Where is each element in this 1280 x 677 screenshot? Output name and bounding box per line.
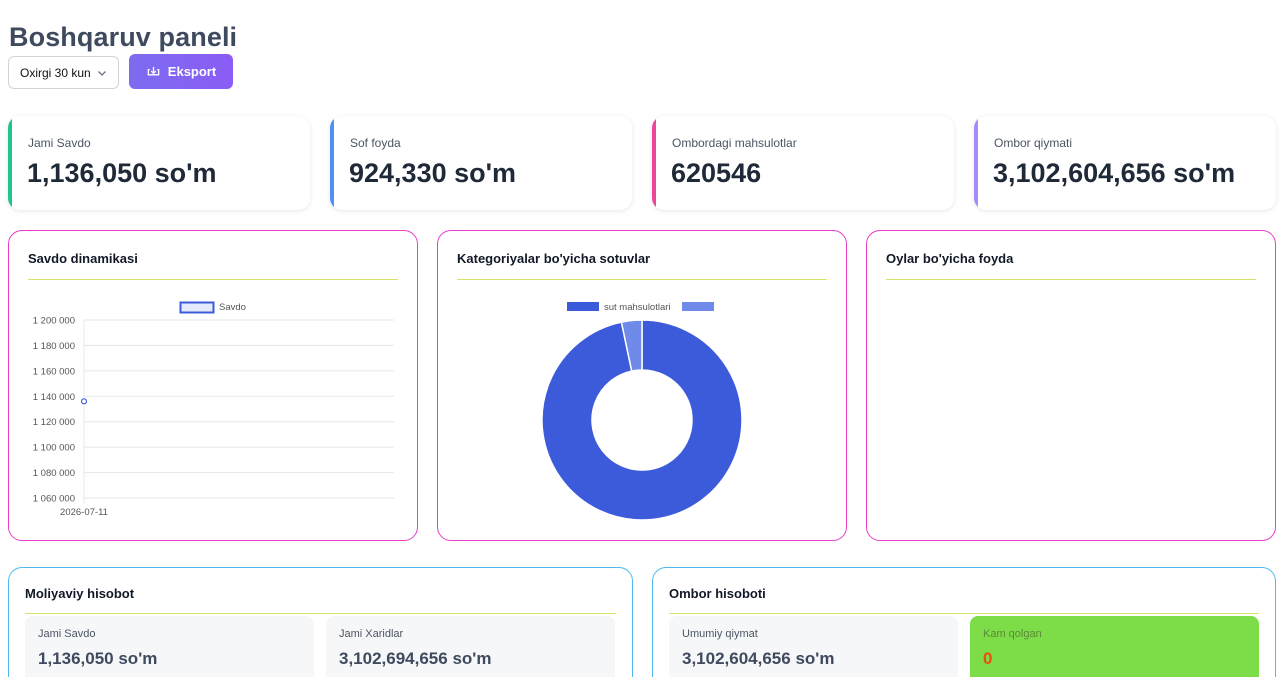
category-doughnut-chart: sut mahsulotlari [541, 302, 743, 521]
legend-label: sut mahsulotlari [604, 302, 671, 313]
pie-slice [620, 319, 643, 372]
y-tick-label: 1 160 000 [33, 366, 75, 377]
period-select[interactable]: Oxirgi 30 kun [8, 56, 119, 89]
chart-title: Oylar bo'yicha foyda [886, 251, 1014, 266]
warehouse-report-card: Ombor hisoboti Umumiy qiymat 3,102,604,6… [652, 567, 1276, 677]
stat-value: 924,330 so'm [349, 158, 517, 188]
report-tile-value: 0 [983, 649, 993, 668]
chart-title: Kategoriyalar bo'yicha sotuvlar [457, 251, 651, 266]
page-title: Boshqaruv paneli [9, 22, 238, 52]
period-select-value: Oxirgi 30 kun [20, 65, 91, 80]
finance-report-card: Moliyaviy hisobot Jami Savdo 1,136,050 s… [8, 567, 633, 677]
sales-line-chart: 1 200 000 1 180 000 1 160 000 1 140 000 1 12… [33, 301, 394, 518]
export-label: Eksport [167, 64, 217, 79]
stat-value: 3,102,604,656 so'm [993, 158, 1236, 188]
y-tick-label: 1 180 000 [33, 341, 75, 352]
stat-accent-bar [652, 116, 656, 210]
report-tile-value: 3,102,694,656 so'm [339, 649, 492, 668]
legend-label: Savdo [219, 302, 246, 313]
y-tick-label: 1 100 000 [33, 443, 75, 454]
report-title: Moliyaviy hisobot [25, 586, 135, 601]
stat-label: Sof foyda [350, 136, 401, 150]
stat-card-net-profit: Sof foyda 924,330 so'm [330, 116, 632, 210]
stat-label: Ombor qiymati [994, 136, 1073, 150]
stat-card-stock-value: Ombor qiymati 3,102,604,656 so'm [974, 116, 1276, 210]
stat-value: 1,136,050 so'm [27, 158, 217, 188]
divider [886, 279, 1256, 280]
chevron-down-icon [98, 71, 106, 76]
report-tile-label: Umumiy qiymat [682, 628, 758, 640]
report-tile-low-stock: Kam qolgan 0 [970, 616, 1259, 677]
profit-chart-card: Oylar bo'yicha foyda [866, 230, 1276, 541]
report-tile-value: 1,136,050 so'm [38, 649, 158, 668]
divider [669, 613, 1259, 614]
stat-accent-bar [8, 116, 12, 210]
stat-label: Ombordagi mahsulotlar [672, 136, 797, 150]
pie-slice [541, 319, 743, 521]
stat-accent-bar [974, 116, 978, 210]
report-tile: Jami Savdo 1,136,050 so'm [25, 616, 314, 677]
x-tick-label: 2026-07-11 [60, 507, 108, 518]
legend-swatch [567, 302, 599, 311]
report-tile-value: 3,102,604,656 so'm [682, 649, 835, 668]
report-tile-label: Jami Savdo [38, 628, 96, 640]
y-tick-label: 1 200 000 [33, 316, 75, 327]
download-icon [147, 66, 160, 76]
export-button[interactable]: Eksport [129, 54, 233, 89]
stat-accent-bar [330, 116, 334, 210]
y-tick-label: 1 120 000 [33, 417, 75, 428]
stat-value: 620546 [671, 158, 762, 188]
report-tile: Jami Xaridlar 3,102,694,656 so'm [326, 616, 615, 677]
stat-card-total-sales: Jami Savdo 1,136,050 so'm [8, 116, 310, 210]
divider [28, 279, 398, 280]
data-point [80, 398, 88, 405]
y-tick-label: 1 140 000 [33, 392, 75, 403]
stat-label: Jami Savdo [28, 136, 91, 150]
category-chart-card: Kategoriyalar bo'yicha sotuvlar sut mahs… [437, 230, 847, 541]
y-tick-label: 1 060 000 [33, 494, 75, 505]
report-tile-label: Jami Xaridlar [339, 628, 404, 640]
divider [25, 613, 616, 614]
report-title: Ombor hisoboti [669, 586, 766, 601]
report-tile-label: Kam qolgan [983, 628, 1042, 640]
divider [457, 279, 827, 280]
stat-card-stock-products: Ombordagi mahsulotlar 620546 [652, 116, 954, 210]
report-tile: Umumiy qiymat 3,102,604,656 so'm [669, 616, 958, 677]
y-tick-label: 1 080 000 [33, 468, 75, 479]
profit-chart [867, 231, 1277, 542]
legend-swatch [682, 302, 714, 311]
legend-swatch [179, 301, 215, 314]
sales-chart-card: Savdo dinamikasi 1 200 000 1 180 000 1 160… [8, 230, 418, 541]
chart-title: Savdo dinamikasi [28, 251, 138, 266]
